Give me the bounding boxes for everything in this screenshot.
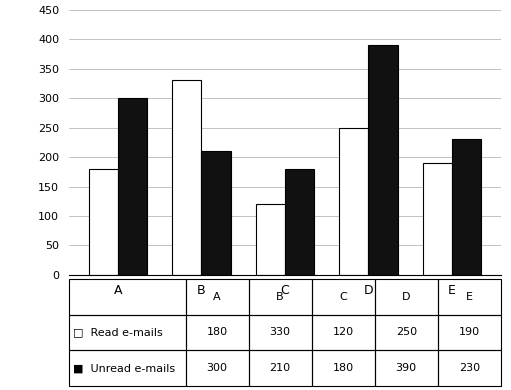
Bar: [201, 151, 230, 275]
Text: 250: 250: [396, 328, 417, 337]
Text: 120: 120: [333, 328, 354, 337]
Bar: [438, 315, 501, 350]
Bar: [249, 279, 312, 315]
Text: ■  Unread e-mails: ■ Unread e-mails: [73, 363, 175, 373]
Bar: [88, 169, 118, 275]
Bar: [375, 315, 438, 350]
Text: E: E: [466, 292, 473, 302]
Bar: [69, 279, 185, 315]
Bar: [256, 204, 285, 275]
Text: 210: 210: [270, 363, 291, 373]
Bar: [285, 169, 314, 275]
Text: A: A: [213, 292, 221, 302]
Bar: [249, 315, 312, 350]
Bar: [312, 315, 375, 350]
Bar: [69, 315, 185, 350]
Bar: [118, 98, 147, 275]
Bar: [375, 279, 438, 315]
Bar: [423, 163, 452, 275]
Text: B: B: [276, 292, 284, 302]
Bar: [368, 45, 398, 275]
Bar: [438, 279, 501, 315]
Bar: [185, 350, 249, 386]
Bar: [185, 279, 249, 315]
Text: 180: 180: [206, 328, 228, 337]
Text: 190: 190: [459, 328, 480, 337]
Bar: [249, 350, 312, 386]
Text: 390: 390: [396, 363, 417, 373]
Bar: [312, 350, 375, 386]
Bar: [339, 128, 368, 275]
Text: D: D: [402, 292, 410, 302]
Text: □  Read e-mails: □ Read e-mails: [73, 328, 163, 337]
Text: 330: 330: [270, 328, 291, 337]
Bar: [452, 139, 481, 275]
Bar: [172, 80, 201, 275]
Text: 180: 180: [333, 363, 354, 373]
Text: C: C: [339, 292, 347, 302]
Bar: [438, 350, 501, 386]
Bar: [69, 350, 185, 386]
Bar: [312, 279, 375, 315]
Text: 230: 230: [459, 363, 480, 373]
Bar: [185, 315, 249, 350]
Bar: [375, 350, 438, 386]
Text: 300: 300: [206, 363, 227, 373]
